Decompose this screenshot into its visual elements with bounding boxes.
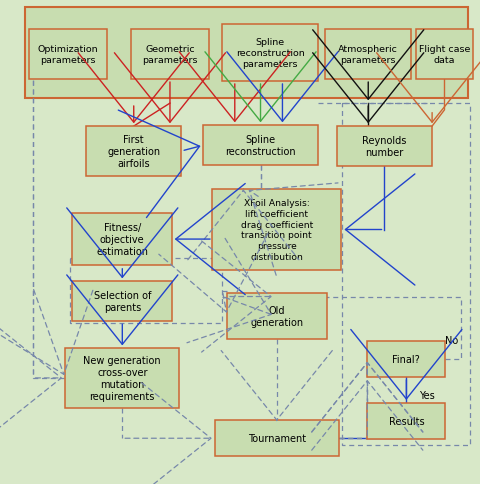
FancyBboxPatch shape — [367, 403, 444, 439]
Text: Tournament: Tournament — [247, 433, 305, 443]
FancyBboxPatch shape — [29, 30, 107, 80]
FancyBboxPatch shape — [226, 293, 326, 339]
Text: Spline
reconstruction: Spline reconstruction — [225, 135, 295, 157]
FancyBboxPatch shape — [86, 127, 181, 177]
Text: Flight case
data: Flight case data — [418, 45, 469, 65]
FancyBboxPatch shape — [212, 189, 340, 271]
Text: Yes: Yes — [419, 391, 434, 400]
FancyBboxPatch shape — [72, 213, 172, 266]
FancyBboxPatch shape — [215, 420, 338, 456]
FancyBboxPatch shape — [415, 30, 472, 80]
FancyBboxPatch shape — [367, 341, 444, 377]
Text: Final?: Final? — [392, 354, 420, 364]
Text: Selection of
parents: Selection of parents — [94, 291, 151, 313]
Text: Geometric
parameters: Geometric parameters — [142, 45, 197, 65]
Text: Atmospheric
parameters: Atmospheric parameters — [337, 45, 397, 65]
FancyBboxPatch shape — [65, 348, 179, 408]
Text: Results: Results — [388, 416, 423, 426]
FancyBboxPatch shape — [25, 8, 468, 99]
Text: Old
generation: Old generation — [250, 305, 303, 327]
Text: Fitness/
objective
estimation: Fitness/ objective estimation — [96, 223, 148, 257]
Text: First
generation
airfoils: First generation airfoils — [107, 135, 160, 168]
Text: New generation
cross-over
mutation
requirements: New generation cross-over mutation requi… — [84, 355, 161, 401]
FancyBboxPatch shape — [72, 282, 172, 322]
FancyBboxPatch shape — [203, 126, 317, 166]
FancyBboxPatch shape — [131, 30, 209, 80]
Text: Optimization
parameters: Optimization parameters — [37, 45, 98, 65]
Text: Spline
reconstruction
parameters: Spline reconstruction parameters — [235, 38, 304, 68]
FancyBboxPatch shape — [324, 30, 410, 80]
Text: XFoil Analysis:
lift coefficient
drag coefficient
transition point
pressure
dist: XFoil Analysis: lift coefficient drag co… — [240, 199, 312, 261]
Text: No: No — [444, 335, 457, 345]
FancyBboxPatch shape — [336, 127, 431, 167]
FancyBboxPatch shape — [222, 25, 317, 82]
Text: Reynolds
number: Reynolds number — [361, 136, 406, 158]
